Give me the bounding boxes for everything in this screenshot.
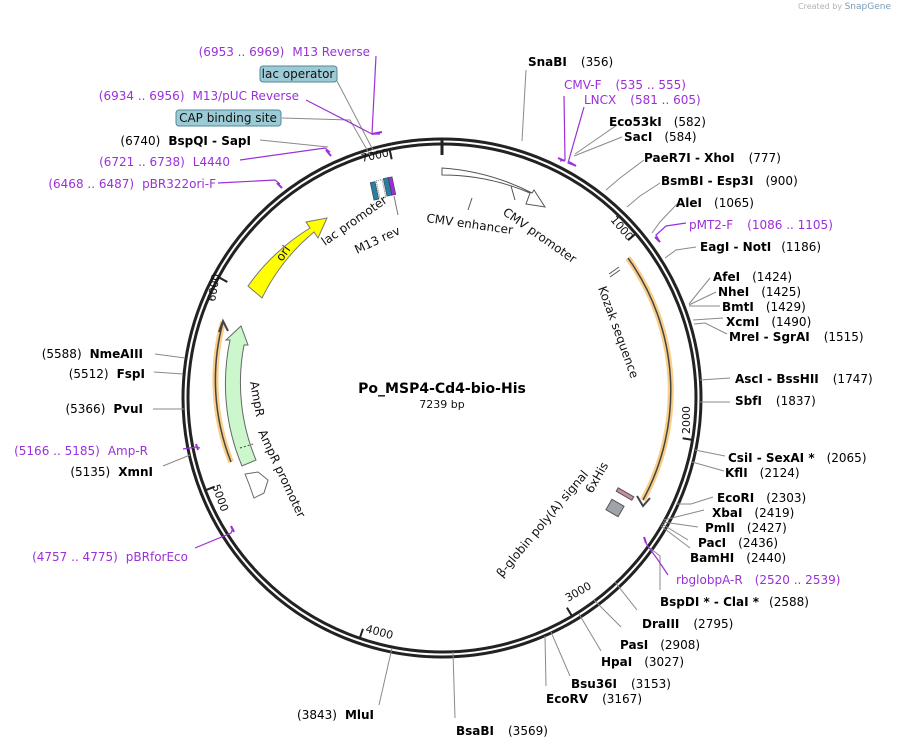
enzyme-sexai[interactable]: CsiI - SexAI * (2065) — [728, 451, 867, 465]
tick-4000: 4000 — [364, 622, 394, 642]
boxed-labels: lac operator CAP binding site — [175, 65, 338, 127]
enzyme-bsabi[interactable]: BsaBI (3569) — [456, 724, 548, 738]
credit-prefix: Created by — [798, 2, 843, 11]
enzyme-hpai[interactable]: HpaI (3027) — [601, 655, 684, 669]
credit-brand: SnapGene — [844, 2, 891, 12]
enzyme-ecorv[interactable]: EcoRV (3167) — [546, 692, 642, 706]
primer-pmt2-f[interactable]: pMT2-F (1086 .. 1105) — [689, 218, 833, 232]
enzyme-snabi[interactable]: SnaBI (356) — [528, 55, 613, 69]
primer-pbr322ori-f[interactable]: (6468 .. 6487) pBR322ori-F — [48, 177, 216, 191]
polyA-feature[interactable] — [605, 498, 625, 518]
primer-m13-reverse[interactable]: (6953 .. 6969) M13 Reverse — [199, 45, 370, 59]
enzyme-xbai[interactable]: XbaI (2419) — [712, 506, 794, 520]
enzyme-alei[interactable]: AleI (1065) — [676, 196, 754, 210]
primer-lncx[interactable]: LNCX (581 .. 605) — [584, 93, 701, 107]
enzyme-pvui[interactable]: (5366) PvuI — [65, 402, 143, 416]
lac-promoter-feature[interactable] — [375, 178, 387, 200]
primer-pbrforeco[interactable]: (4757 .. 4775) pBRforEco — [32, 550, 188, 564]
tick-3000: 3000 — [563, 579, 594, 604]
enzyme-labels: SnaBI (356) Eco53kI (582) SacI (584) PaeR7I… — [456, 55, 873, 738]
cap-binding-site-box[interactable] — [175, 109, 282, 127]
primer-marks — [195, 131, 661, 544]
enzyme-nmeaiii[interactable]: (5588) NmeAIII — [42, 347, 143, 361]
orf-arrowhead — [636, 495, 651, 508]
lac-operator-box[interactable] — [259, 65, 338, 83]
enzyme-kfli[interactable]: KflI (2124) — [725, 466, 800, 480]
plasmid-length: 7239 bp — [419, 398, 464, 411]
enzyme-bsu36i[interactable]: Bsu36I (3153) — [571, 677, 671, 691]
cap-site-feature[interactable] — [369, 181, 380, 201]
tick-7000: 7000 — [360, 146, 390, 165]
enzyme-eco53ki[interactable]: Eco53kI (582) — [609, 115, 706, 129]
enzyme-esp3i[interactable]: BsmBI - Esp3I (900) — [661, 174, 798, 188]
his-tag-feature[interactable] — [615, 487, 635, 501]
enzyme-fspi[interactable]: (5512) FspI — [69, 367, 145, 381]
enzyme-labels-left: (3843) MluI (5135) XmnI (5366) PvuI (5512) F… — [42, 134, 374, 722]
enzyme-leaders — [153, 69, 731, 719]
primer-cmv-f[interactable]: CMV-F (535 .. 555) — [564, 78, 686, 92]
enzyme-clai[interactable]: BspDI * - ClaI * (2588) — [660, 595, 809, 609]
enzyme-sbfi[interactable]: SbfI (1837) — [735, 394, 816, 408]
backbone — [181, 137, 703, 659]
label-ampr-promoter: AmpR promoter — [255, 427, 308, 519]
features: CMV enhancer CMV promoter Kozak sequence… — [212, 167, 674, 580]
ampr-promoter-arrow[interactable] — [244, 471, 269, 499]
tick-2000: 2000 — [680, 406, 693, 434]
enzyme-ecori[interactable]: EcoRI (2303) — [717, 491, 806, 505]
ampr-arrow[interactable] — [224, 325, 257, 467]
label-polyA: β-globin poly(A) signal — [494, 468, 591, 580]
enzyme-bsshii[interactable]: AscI - BssHII (1747) — [735, 372, 873, 386]
enzyme-xcmi[interactable]: XcmI (1490) — [726, 315, 811, 329]
label-lac-operator: lac operator — [262, 67, 335, 81]
primer-amp-r[interactable]: (5166 .. 5185) Amp-R — [14, 444, 148, 458]
primer-rbglobpa-r[interactable]: rbglobpA-R (2520 .. 2539) — [676, 573, 840, 587]
enzyme-sapi[interactable]: (6740) BspQI - SapI — [120, 134, 251, 148]
enzyme-nhei[interactable]: NheI (1425) — [718, 285, 801, 299]
enzyme-draiii[interactable]: DraIII (2795) — [642, 617, 733, 631]
enzyme-afei[interactable]: AfeI (1424) — [713, 270, 792, 284]
enzyme-xmni[interactable]: (5135) XmnI — [70, 465, 153, 479]
plasmid-name: Po_MSP4-Cd4-bio-His — [358, 381, 526, 397]
enzyme-bamhi[interactable]: BamHI (2440) — [690, 551, 786, 565]
primer-m13-puc-reverse[interactable]: (6934 .. 6956) M13/pUC Reverse — [99, 89, 299, 103]
m13-rev-feature[interactable] — [387, 176, 397, 196]
tick-6000: 6000 — [205, 273, 223, 303]
label-ampr: AmpR — [247, 380, 267, 418]
enzyme-bmti[interactable]: BmtI (1429) — [722, 300, 806, 314]
enzyme-pasi[interactable]: PasI (2908) — [620, 638, 700, 652]
label-kozak: Kozak sequence — [595, 284, 641, 380]
cmv-arrow[interactable] — [441, 167, 547, 208]
enzyme-mlui[interactable]: (3843) MluI — [297, 708, 374, 722]
enzyme-saci[interactable]: SacI (584) — [624, 130, 697, 144]
primer-labels: CMV-F (535 .. 555) LNCX (581 .. 605) pMT2-… — [14, 45, 840, 587]
primer-l4440[interactable]: (6721 .. 6738) L4440 — [99, 155, 230, 169]
enzyme-sgrai[interactable]: MreI - SgrAI (1515) — [729, 330, 864, 344]
snapgene-credit: Created by SnapGene — [798, 2, 891, 12]
label-cap-binding-site: CAP binding site — [179, 111, 277, 125]
enzyme-paci[interactable]: PacI (2436) — [698, 536, 778, 550]
enzyme-noti[interactable]: EagI - NotI (1186) — [700, 240, 821, 254]
enzyme-pmli[interactable]: PmlI (2427) — [705, 521, 787, 535]
ori-arrow[interactable] — [247, 217, 328, 299]
tick-1000: 1000 — [608, 214, 636, 244]
label-m13-rev: M13 rev — [352, 223, 402, 256]
enzyme-xhoi[interactable]: PaeR7I - XhoI (777) — [644, 151, 781, 165]
